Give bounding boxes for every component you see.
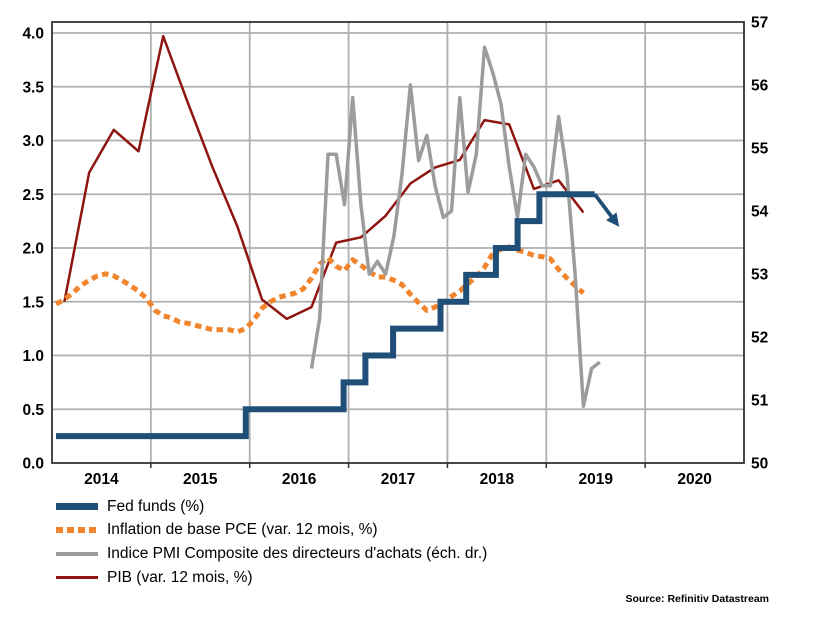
- axis-labels: 0.0 0.5 1.0 1.5 2.0 2.5 3.0 3.5 4.0 50 51 52 53 54 55 5…: [22, 15, 768, 489]
- pib-line-swatch: [56, 576, 98, 580]
- y-right-tick-label: 53: [751, 267, 769, 284]
- y-left-tick-label: 4.0: [22, 26, 44, 43]
- y-left-tick-label: 1.5: [22, 294, 44, 311]
- x-tick-label: 2016: [282, 471, 317, 488]
- y-right-tick-label: 50: [751, 456, 768, 473]
- pmi-line: [309, 45, 601, 409]
- y-left-tick-label: 2.0: [22, 241, 44, 258]
- core-pce-line: [54, 244, 586, 335]
- fed-funds-line: [56, 191, 595, 440]
- gridlines: [52, 22, 744, 463]
- x-tick-label: 2017: [381, 471, 415, 488]
- legend-label-core-pce: Inflation de base PCE (var. 12 mois, %): [107, 521, 378, 539]
- fed-funds-arrow-shaft: [593, 193, 615, 220]
- fed-funds-arrow-head: [606, 212, 620, 227]
- legend-item-core-pce: Inflation de base PCE (var. 12 mois, %): [56, 519, 487, 543]
- x-tick-label: 2014: [84, 471, 119, 488]
- y-left-tick-label: 2.5: [22, 187, 44, 204]
- legend-label-pib: PIB (var. 12 mois, %): [107, 568, 253, 586]
- plot-border: [51, 21, 745, 464]
- y-right-tick-label: 57: [751, 15, 768, 32]
- x-tick-label: 2018: [480, 471, 515, 488]
- pmi-line-swatch: [56, 551, 98, 556]
- x-tick-label: 2015: [183, 471, 218, 488]
- y-left-tick-label: 3.0: [22, 133, 44, 150]
- y-right-tick-label: 51: [751, 393, 769, 410]
- y-right-tick-label: 52: [751, 330, 768, 347]
- legend-label-pmi: Indice PMI Composite des directeurs d'ac…: [107, 544, 488, 562]
- y-left-tick-label: 3.5: [22, 79, 44, 96]
- fed-funds-line-swatch: [56, 503, 98, 511]
- y-right-tick-label: 55: [751, 141, 769, 158]
- x-tick-label: 2020: [677, 471, 711, 488]
- pib-line: [63, 34, 585, 321]
- y-right-tick-label: 56: [751, 78, 769, 95]
- y-left-tick-label: 0.0: [22, 456, 44, 473]
- y-left-tick-label: 1.0: [22, 348, 44, 365]
- x-tick-label: 2019: [578, 471, 613, 488]
- core-pce-line-swatch: [56, 527, 98, 534]
- legend-item-pib: PIB (var. 12 mois, %): [56, 566, 487, 590]
- series-group: [54, 34, 620, 440]
- chart-legend: Fed funds (%) Inflation de base PCE (var…: [56, 495, 487, 589]
- y-left-tick-label: 0.5: [22, 402, 44, 419]
- source-credit: Source: Refinitiv Datastream: [625, 593, 769, 605]
- legend-item-pmi: Indice PMI Composite des directeurs d'ac…: [56, 542, 487, 566]
- legend-item-fed-funds: Fed funds (%): [56, 495, 487, 519]
- legend-label-fed-funds: Fed funds (%): [107, 497, 205, 515]
- y-right-tick-label: 54: [751, 204, 769, 221]
